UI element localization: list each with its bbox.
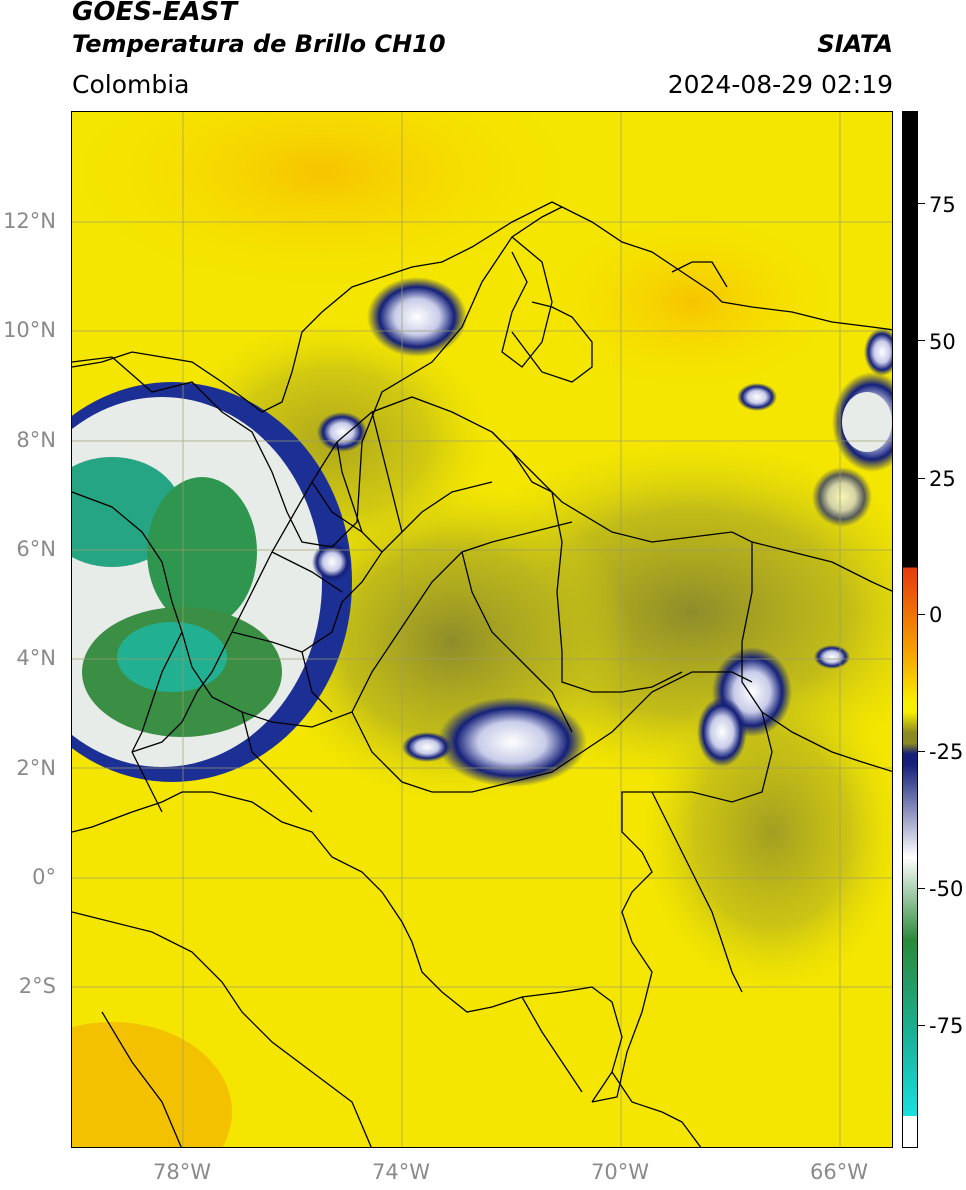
colorbar (902, 111, 918, 1148)
lat-label: 8°N (16, 428, 56, 452)
timestamp-label: 2024-08-29 02:19 (667, 70, 893, 99)
colorbar-label: 50 (929, 330, 956, 354)
lat-label: 6°N (16, 537, 56, 561)
colorbar-label: 0 (929, 603, 943, 627)
lon-label: 70°W (591, 1160, 649, 1184)
product-title: Temperatura de Brillo CH10 (72, 30, 446, 58)
colorbar-label: 25 (929, 467, 956, 491)
lat-label: 4°N (16, 646, 56, 670)
colorbar-tick (918, 478, 925, 479)
colorbar-tick (918, 888, 925, 889)
region-label: Colombia (72, 70, 190, 99)
colorbar-tick (918, 1025, 925, 1026)
colorbar-tick (918, 340, 925, 341)
lat-label: 12°N (3, 209, 56, 233)
organization-label: SIATA (817, 30, 893, 58)
colorbar-tick (918, 751, 925, 752)
lat-label: 2°S (18, 974, 56, 998)
colorbar-tick (918, 203, 925, 204)
colorbar-label: 75 (929, 193, 956, 217)
satellite-title: GOES-EAST (72, 0, 238, 27)
colorbar-label: -75 (929, 1014, 964, 1038)
lat-label: 2°N (16, 756, 56, 780)
colorbar-label: -25 (929, 740, 964, 764)
colorbar-label: -50 (929, 877, 964, 901)
lon-label: 66°W (810, 1160, 868, 1184)
lat-label: 10°N (3, 318, 56, 342)
brightness-temperature-map (71, 111, 893, 1148)
colorbar-tick (918, 614, 925, 615)
lon-label: 78°W (153, 1160, 211, 1184)
lat-label: 0° (32, 865, 56, 889)
lon-label: 74°W (372, 1160, 430, 1184)
